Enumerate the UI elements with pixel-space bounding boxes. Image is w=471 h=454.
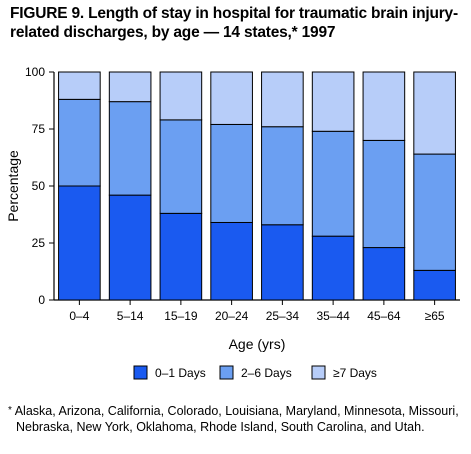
y-tick-label: 25 — [32, 236, 46, 250]
legend-swatch — [133, 365, 148, 380]
x-tick-label: ≥65 — [425, 309, 445, 323]
y-tick-label: 0 — [38, 293, 45, 307]
bar-segment — [58, 98, 101, 187]
bar-segment — [108, 71, 152, 103]
bar-segment — [210, 123, 253, 223]
y-tick-label: 100 — [25, 65, 45, 79]
bar-segment — [210, 221, 253, 301]
bar-segment — [362, 139, 406, 249]
bar-segment — [413, 153, 456, 271]
bar-segment — [413, 269, 456, 301]
x-tick-label: 0–4 — [69, 309, 89, 323]
y-tick-label: 50 — [32, 179, 46, 193]
x-tick-label: 45–64 — [367, 309, 401, 323]
bar-segment — [210, 71, 253, 125]
bar-segment — [311, 71, 355, 132]
bar-segment — [362, 247, 406, 301]
x-tick-label: 35–44 — [316, 309, 350, 323]
bar-segment — [311, 130, 355, 237]
legend-swatch — [311, 365, 326, 380]
bar-segment — [159, 212, 203, 301]
footnote-marker: * — [8, 405, 12, 416]
bar-segment — [261, 126, 304, 226]
x-axis-title: Age (yrs) — [229, 336, 286, 352]
bar-segment — [58, 185, 101, 301]
x-tick-label: 25–34 — [266, 309, 300, 323]
y-axis-title: Percentage — [5, 150, 21, 222]
x-tick-label: 15–19 — [164, 309, 198, 323]
legend-swatch — [219, 365, 234, 380]
bar-segment — [108, 194, 152, 301]
bar-segment — [413, 71, 456, 155]
chart-title: FIGURE 9. Length of stay in hospital for… — [10, 5, 458, 41]
y-tick-label: 75 — [32, 122, 46, 136]
bar-segment — [58, 71, 101, 100]
bar-segment — [261, 224, 304, 301]
x-tick-label: 20–24 — [215, 309, 249, 323]
bar-segment — [311, 235, 355, 301]
bar-segment — [159, 71, 203, 121]
bar-segment — [159, 119, 203, 214]
legend-label: 2–6 Days — [241, 366, 292, 380]
bar-segment — [108, 101, 152, 196]
bar-segment — [261, 71, 304, 128]
footnote-text: Alaska, Arizona, California, Colorado, L… — [14, 404, 459, 434]
footnote: * Alaska, Arizona, California, Colorado,… — [8, 403, 466, 435]
legend-label: 0–1 Days — [155, 366, 206, 380]
bar-segment — [362, 71, 406, 141]
x-tick-label: 5–14 — [117, 309, 144, 323]
legend-label: ≥7 Days — [333, 366, 377, 380]
